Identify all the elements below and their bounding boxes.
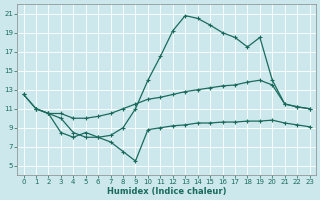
X-axis label: Humidex (Indice chaleur): Humidex (Indice chaleur) xyxy=(107,187,226,196)
